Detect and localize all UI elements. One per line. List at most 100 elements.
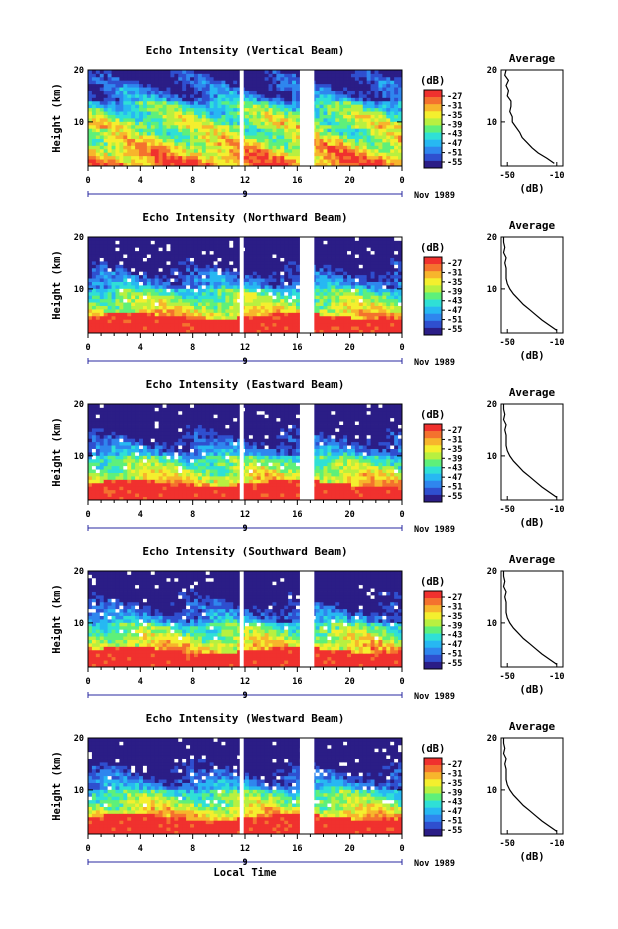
heatmap-cell (315, 298, 320, 303)
heatmap-cell (319, 322, 324, 327)
heatmap-cell (327, 329, 332, 334)
heatmap-cell (296, 135, 301, 139)
heatmap-cell (378, 250, 383, 255)
heatmap-cell (331, 159, 336, 163)
heatmap-cell (107, 111, 112, 115)
heatmap-cell (213, 155, 218, 160)
heatmap-cell (225, 278, 230, 282)
heatmap-cell (350, 237, 356, 241)
heatmap-cell (107, 152, 112, 157)
heatmap-cell (272, 295, 277, 300)
heatmap-cell (347, 107, 352, 112)
heatmap-cell (205, 264, 211, 269)
heatmap-cell (225, 312, 230, 317)
heatmap-cell (201, 135, 207, 139)
heatmap-cell (229, 240, 234, 245)
heatmap-cell (127, 83, 132, 88)
heatmap-cell (174, 322, 179, 327)
heatmap-cell (260, 305, 266, 310)
heatmap-cell (221, 111, 226, 115)
heatmap-cell (272, 94, 277, 98)
heatmap-cell (284, 118, 289, 122)
heatmap-cell (158, 312, 163, 317)
heatmap-cell (366, 73, 372, 78)
heatmap-cell (88, 465, 93, 470)
heatmap-cell (370, 295, 375, 300)
heatmap-cell (260, 281, 266, 286)
heatmap-cell (252, 114, 258, 119)
heatmap-cell (209, 264, 215, 269)
heatmap-cell (378, 100, 383, 105)
heatmap-cell (386, 83, 391, 88)
heatmap-cell (280, 148, 285, 153)
panel-title: Echo Intensity (Northward Beam) (142, 211, 347, 224)
heatmap-cell (272, 302, 277, 306)
heatmap-cell (217, 111, 222, 115)
heatmap-cell (323, 271, 328, 276)
heatmap-cell (233, 83, 238, 88)
heatmap-cell (354, 131, 360, 136)
heatmap-cell (398, 254, 403, 258)
heatmap-cell (315, 243, 320, 248)
heatmap-cell (229, 281, 234, 286)
heatmap-cell (123, 302, 128, 306)
heatmap-cell (319, 114, 324, 119)
heatmap-cell (186, 267, 191, 272)
heatmap-cell (107, 118, 112, 122)
heatmap-cell (115, 455, 120, 460)
heatmap-cell (103, 261, 109, 265)
heatmap-cell (339, 155, 344, 160)
heatmap-cell (107, 315, 112, 320)
heatmap-cell (374, 131, 379, 136)
heatmap-cell (95, 83, 101, 88)
heatmap-cell (358, 315, 364, 320)
heatmap-cell (95, 302, 101, 306)
heatmap-cell (280, 237, 285, 241)
heatmap-cell (327, 291, 332, 296)
heatmap-cell (245, 240, 250, 245)
heatmap-cell (193, 128, 199, 133)
heatmap-cell (95, 118, 101, 122)
heatmap-cell (139, 70, 144, 74)
heatmap-cell (378, 135, 383, 139)
heatmap-cell (378, 264, 383, 269)
heatmap-cell (276, 73, 281, 78)
heatmap-cell (350, 114, 356, 119)
heatmap-cell (103, 104, 109, 109)
heatmap-cell (343, 155, 348, 160)
heatmap-cell (99, 469, 105, 473)
heatmap-cell (280, 100, 285, 105)
heatmap-cell (91, 465, 97, 470)
colorbar-frame (423, 89, 443, 169)
heatmap-cell (119, 441, 124, 446)
heatmap-cell (327, 309, 332, 313)
heatmap-cell (197, 281, 203, 286)
heatmap-cell (91, 291, 97, 296)
heatmap-cell (111, 421, 116, 425)
heatmap-cell (323, 159, 328, 163)
heatmap-cell (323, 281, 328, 286)
x-tick-label: 20 (345, 176, 355, 186)
heatmap-cell (343, 73, 348, 78)
heatmap-cell (123, 482, 128, 487)
heatmap-cell (245, 128, 250, 133)
heatmap-cell (370, 267, 375, 272)
heatmap-cell (107, 288, 112, 293)
heatmap-cell (382, 254, 387, 258)
heatmap-cell (382, 264, 387, 269)
heatmap-cell (111, 152, 116, 157)
heatmap-cell (158, 107, 163, 112)
heatmap-cells (88, 237, 403, 334)
heatmap-cell (115, 274, 120, 279)
heatmap-cell (370, 302, 375, 306)
heatmap-cell (115, 152, 120, 157)
heatmap-cell (382, 87, 387, 91)
heatmap-cell (339, 271, 344, 276)
heatmap-cell (150, 295, 156, 300)
heatmap-cell (284, 250, 289, 255)
heatmap-cell (350, 87, 356, 91)
heatmap-cell (374, 148, 379, 153)
heatmap-cell (335, 124, 340, 129)
heatmap-cell (174, 80, 179, 85)
heatmap-cell (162, 152, 167, 157)
